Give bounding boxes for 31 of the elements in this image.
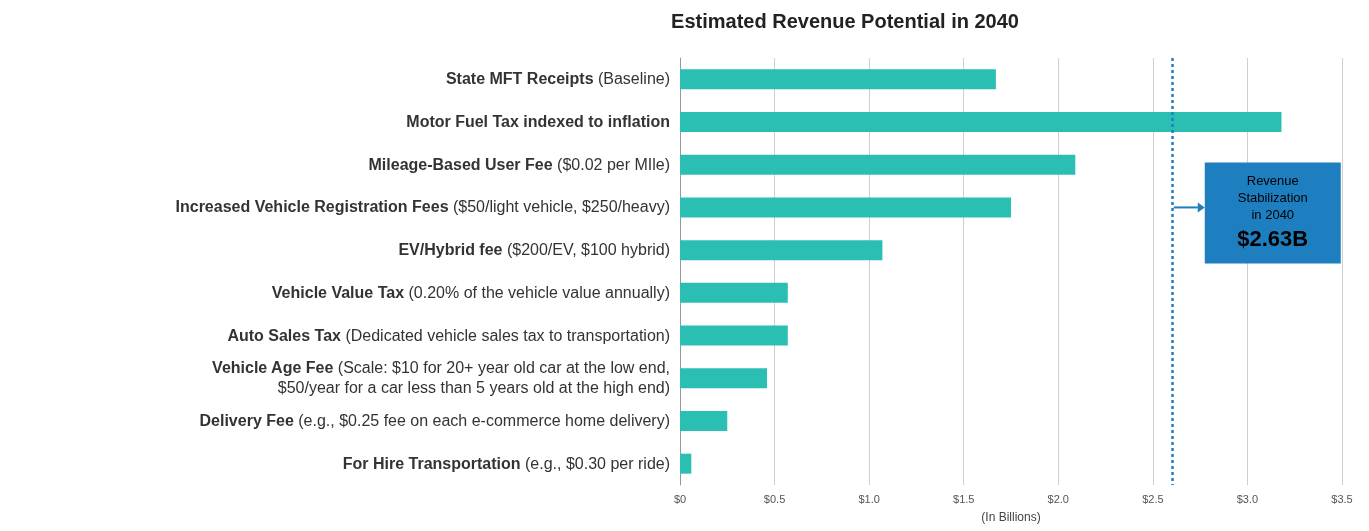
bar — [680, 112, 1282, 133]
x-tick-label: $3.0 — [1236, 492, 1259, 505]
bar — [680, 368, 768, 389]
y-tick-label: Auto Sales Tax (Dedicated vehicle sales tax to transportation) — [227, 325, 670, 346]
bar — [680, 282, 788, 303]
y-tick-label: EV/Hybrid fee ($200/EV, $100 hybrid) — [398, 240, 670, 261]
y-tick-label: Increased Vehicle Registration Fees ($50/light vehicle, $250/heavy) — [175, 197, 670, 218]
y-tick-label: Mileage-Based User Fee ($0.02 per MIle) — [368, 154, 670, 175]
y-tick-label: State MFT Receipts (Baseline) — [445, 69, 670, 90]
bar — [680, 154, 1076, 175]
bar — [680, 240, 883, 261]
x-tick-label: $2.5 — [1142, 492, 1164, 505]
bar — [680, 69, 996, 90]
y-tick-label: Vehicle Value Tax (0.20% of the vehicle value annually) — [271, 282, 670, 303]
x-tick-label: $3.5 — [1331, 492, 1353, 505]
bar — [680, 197, 1011, 218]
x-axis-title: (In Billions) — [981, 510, 1041, 524]
bar — [680, 453, 692, 474]
y-tick-label: Delivery Fee (e.g., $0.25 fee on each e-commerce home delivery) — [199, 410, 670, 431]
chart-title: Estimated Revenue Potential in 2040 — [671, 10, 1019, 32]
y-tick-label: For Hire Transportation (e.g., $0.30 per ride) — [342, 453, 670, 474]
y-tick-label: Vehicle Age Fee (Scale: $10 for 20+ year old car at the low end, $50/year for a car less than 5 years old at the high end) — [212, 358, 670, 399]
x-tick-label: $1.5 — [953, 492, 975, 505]
y-tick-label: Motor Fuel Tax indexed to inflation — [406, 113, 670, 131]
bar — [680, 410, 728, 431]
x-tick-label: $1.0 — [858, 492, 880, 505]
x-tick-label: $0 — [673, 492, 687, 505]
x-tick-label: $2.0 — [1047, 492, 1069, 505]
x-tick-label: $0.5 — [763, 492, 786, 505]
bar — [680, 325, 788, 346]
ref-line-label: Revenue Stabilization in 2040 $2.63B — [1237, 173, 1309, 251]
